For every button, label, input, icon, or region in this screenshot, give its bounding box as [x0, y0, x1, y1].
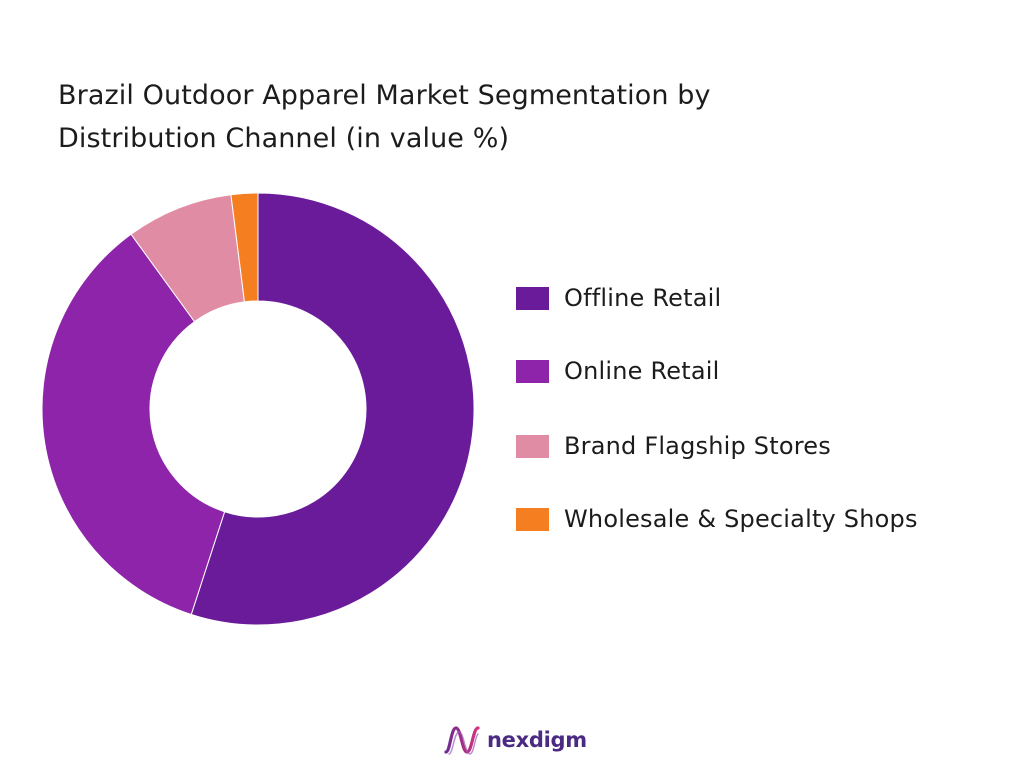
legend-swatch-offline-retail — [516, 286, 549, 310]
legend-label-offline-retail: Offline Retail — [564, 284, 722, 312]
chart-legend: Offline Retail Online Retail Brand Flags… — [516, 280, 918, 574]
legend-swatch-brand-flagship-stores — [516, 434, 549, 458]
brand-logo: nexdigm — [443, 722, 587, 758]
legend-label-wholesale-specialty-shops: Wholesale & Specialty Shops — [564, 505, 918, 533]
donut-slice-offline-retail — [190, 192, 475, 626]
legend-swatch-online-retail — [516, 359, 549, 383]
legend-label-brand-flagship-stores: Brand Flagship Stores — [564, 432, 831, 460]
legend-swatch-wholesale-specialty-shops — [516, 507, 549, 531]
logo-text: nexdigm — [487, 728, 587, 752]
chart-title-line-2: Distribution Channel (in value %) — [58, 123, 510, 154]
chart-title: Brazil Outdoor Apparel Market Segmentati… — [58, 74, 918, 160]
donut-slice-online-retail — [41, 233, 226, 616]
legend-item-brand-flagship-stores: Brand Flagship Stores — [516, 428, 918, 464]
legend-item-online-retail: Online Retail — [516, 353, 918, 389]
nexdigm-wave-icon — [444, 726, 480, 755]
donut-slice-wholesale-specialty-shops — [230, 192, 259, 303]
legend-item-offline-retail: Offline Retail — [516, 280, 918, 316]
legend-item-wholesale-specialty-shops: Wholesale & Specialty Shops — [516, 501, 918, 537]
legend-label-online-retail: Online Retail — [564, 357, 720, 385]
chart-title-line-1: Brazil Outdoor Apparel Market Segmentati… — [58, 80, 711, 111]
